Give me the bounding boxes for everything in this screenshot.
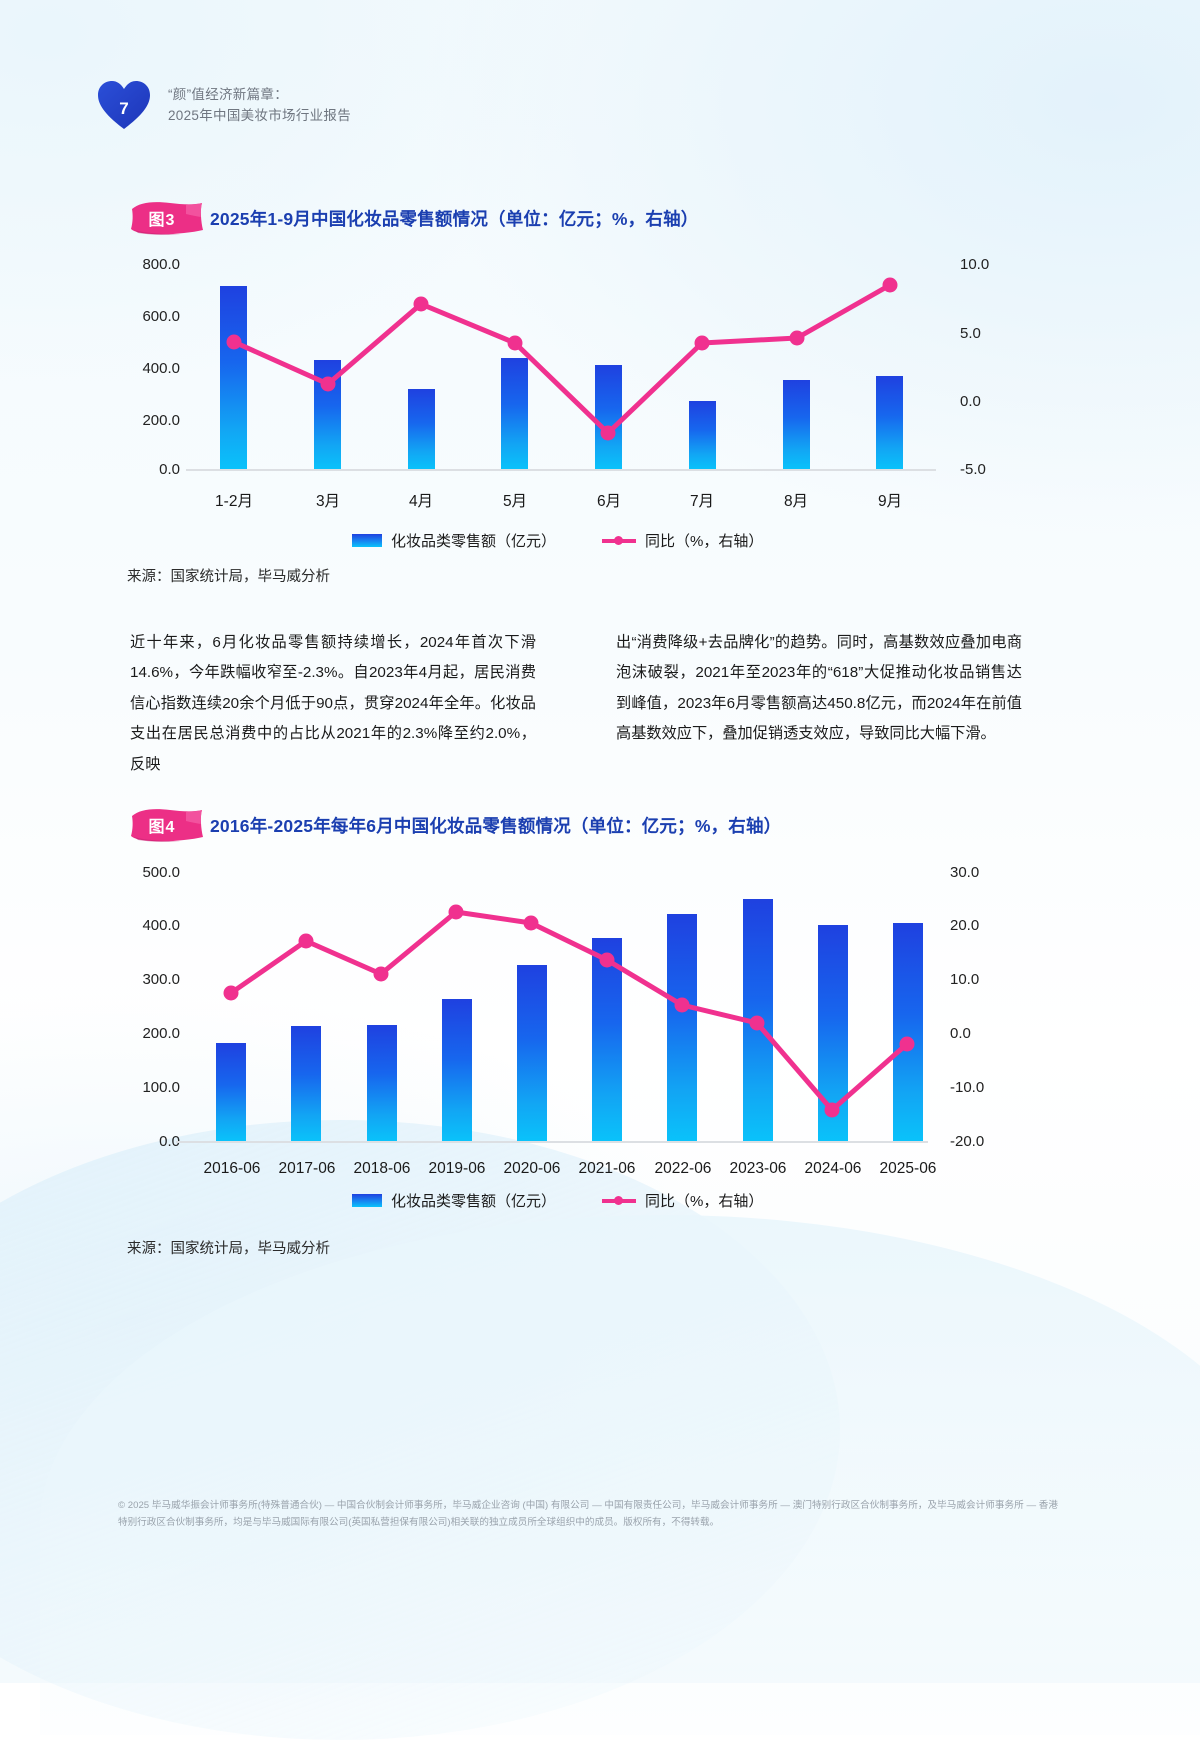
fig4-xtick-6: 2022-06 (654, 1160, 712, 1177)
fig4-bar-3 (367, 1025, 397, 1141)
figure4-title: 2016年-2025年每年6月中国化妆品零售额情况（单位：亿元；%，右轴） (210, 815, 782, 836)
figure3-chart: 800.0 600.0 400.0 200.0 0.0 10.0 5.0 0.0… (0, 0, 1200, 620)
fig4-ytick-right-30: 30.0 (950, 864, 980, 881)
body-paragraph-left: 近十年来，6月化妆品零售额持续增长，2024年首次下滑14.6%，今年跌幅收窄至… (130, 634, 536, 773)
fig3-legend: 化妆品类零售额（亿元） 同比（%，右轴） (352, 530, 763, 551)
fig3-xtick-4: 6月 (596, 493, 622, 510)
figure3-heading: 图3 2025年1-9月中国化妆品零售额情况（单位：亿元；%，右轴） (130, 196, 698, 240)
fig4-source: 来源：国家统计局，毕马威分析 (127, 1241, 330, 1257)
fig3-bar-6 (689, 401, 716, 469)
bar-swatch-icon (352, 1194, 382, 1207)
header-title-line1: “颜”值经济新篇章： (168, 87, 288, 103)
fig3-bar-1 (220, 286, 247, 469)
body-paragraph-right: 出“消费降级+去品牌化”的趋势。同时，高基数效应叠加电商泡沫破裂，2021年至2… (616, 634, 1022, 743)
fig4-ytick-left-100: 100.0 (142, 1079, 180, 1096)
brush-stroke-icon (131, 809, 203, 842)
fig4-bar-10 (893, 923, 923, 1141)
fig4-ytick-left-400: 400.0 (142, 917, 180, 934)
page-header: 7 “颜”值经济新篇章： 2025年中国美妆市场行业报告 (96, 78, 351, 134)
header-title: “颜”值经济新篇章： 2025年中国美妆市场行业报告 (168, 85, 351, 127)
fig4-bar-5 (517, 965, 547, 1141)
fig4-xtick-2: 2018-06 (353, 1160, 411, 1177)
fig3-ytick-right-neg5: -5.0 (960, 461, 986, 478)
fig4-ytick-right-10: 10.0 (950, 971, 980, 988)
line-swatch-icon (602, 534, 637, 547)
fig4-line-series (223, 904, 915, 1118)
figure4-badge: 图4 (130, 803, 204, 847)
fig4-bar-6 (592, 938, 622, 1141)
fig3-ytick-left-600: 600.0 (142, 308, 180, 325)
fig4-ytick-left-200: 200.0 (142, 1025, 180, 1042)
bar-swatch-icon (352, 534, 382, 547)
fig3-xtick-5: 7月 (689, 493, 715, 510)
fig3-legend-bar: 化妆品类零售额（亿元） (352, 530, 556, 551)
fig3-source: 来源：国家统计局，毕马威分析 (127, 569, 330, 585)
figure4-heading: 图4 2016年-2025年每年6月中国化妆品零售额情况（单位：亿元；%，右轴） (130, 803, 781, 847)
brush-stroke-icon (131, 202, 203, 235)
figure3-badge-label: 图3 (148, 212, 176, 229)
figure3-badge: 图3 (130, 196, 204, 240)
heart-icon (98, 81, 150, 129)
fig4-xtick-0: 2016-06 (203, 1160, 261, 1177)
background-swoosh-bottom (40, 1215, 1200, 1735)
fig3-ytick-left-800: 800.0 (142, 256, 180, 273)
fig3-legend-line: 同比（%，右轴） (602, 530, 763, 551)
fig4-legend-bar: 化妆品类零售额（亿元） (352, 1190, 556, 1211)
fig3-ytick-right-0: 0.0 (960, 393, 981, 410)
fig3-legend-line-label: 同比（%，右轴） (645, 533, 764, 550)
fig4-xtick-9: 2025-06 (879, 1160, 937, 1177)
fig3-xtick-3: 5月 (502, 493, 528, 510)
fig4-xtick-8: 2024-06 (804, 1160, 862, 1177)
fig3-axis-baseline (186, 469, 936, 471)
fig4-ytick-left-500: 500.0 (142, 864, 180, 881)
fig3-xtick-0: 1-2月 (215, 493, 253, 510)
fig3-legend-bar-label: 化妆品类零售额（亿元） (391, 533, 557, 550)
fig3-ytick-left-200: 200.0 (142, 412, 180, 429)
fig4-bar-7 (667, 914, 697, 1141)
fig3-line-series (226, 277, 898, 441)
fig4-bar-2 (291, 1026, 321, 1141)
fig4-ytick-left-300: 300.0 (142, 971, 180, 988)
figure4-badge-label: 图4 (148, 819, 176, 836)
fig3-ytick-left-400: 400.0 (142, 360, 180, 377)
fig4-ytick-right-neg10: -10.0 (950, 1079, 985, 1096)
fig4-ytick-right-neg20: -20.0 (950, 1133, 985, 1150)
fig4-bar-1 (216, 1043, 246, 1141)
fig3-bar-7 (783, 380, 810, 469)
fig4-axis-baseline (176, 1141, 928, 1143)
fig4-legend-line: 同比（%，右轴） (602, 1190, 763, 1211)
fig3-bar-4 (501, 358, 528, 469)
fig3-ytick-right-5: 5.0 (960, 325, 981, 342)
fig4-xtick-5: 2021-06 (578, 1160, 636, 1177)
fig4-ytick-right-0: 0.0 (950, 1025, 971, 1042)
header-title-line2: 2025年中国美妆市场行业报告 (168, 108, 352, 123)
fig4-legend-line-label: 同比（%，右轴） (645, 1193, 764, 1210)
fig4-xtick-1: 2017-06 (278, 1160, 336, 1177)
fig3-ytick-right-10: 10.0 (960, 256, 990, 273)
fig3-xtick-2: 4月 (408, 493, 434, 510)
fig4-ytick-left-0: 0.0 (159, 1133, 180, 1150)
fig3-ytick-left-0: 0.0 (159, 461, 180, 478)
fig3-xtick-1: 3月 (315, 493, 341, 510)
footer-copyright: © 2025 毕马威华振会计师事务所(特殊普通合伙) — 中国合伙制会计师事务所… (118, 1500, 1058, 1528)
fig4-ytick-right-20: 20.0 (950, 917, 980, 934)
fig4-bar-4 (442, 999, 472, 1141)
figure4-chart: 500.0 400.0 300.0 200.0 100.0 0.0 30.0 2… (127, 864, 985, 1257)
fig3-bar-5 (595, 365, 622, 469)
fig4-xtick-4: 2020-06 (503, 1160, 561, 1177)
fig4-legend: 化妆品类零售额（亿元） 同比（%，右轴） (352, 1190, 763, 1211)
figure3-title: 2025年1-9月中国化妆品零售额情况（单位：亿元；%，右轴） (210, 208, 699, 229)
fig4-legend-bar-label: 化妆品类零售额（亿元） (391, 1193, 557, 1210)
fig3-xtick-6: 8月 (783, 493, 809, 510)
fig4-xtick-3: 2019-06 (428, 1160, 486, 1177)
fig4-xtick-7: 2023-06 (729, 1160, 787, 1177)
fig3-bar-3 (408, 389, 435, 469)
line-swatch-icon (602, 1194, 637, 1207)
fig3-bar-8 (876, 376, 903, 469)
page-number: 7 (119, 99, 129, 118)
heart-badge: 7 (96, 78, 152, 134)
fig3-xtick-7: 9月 (877, 493, 903, 510)
